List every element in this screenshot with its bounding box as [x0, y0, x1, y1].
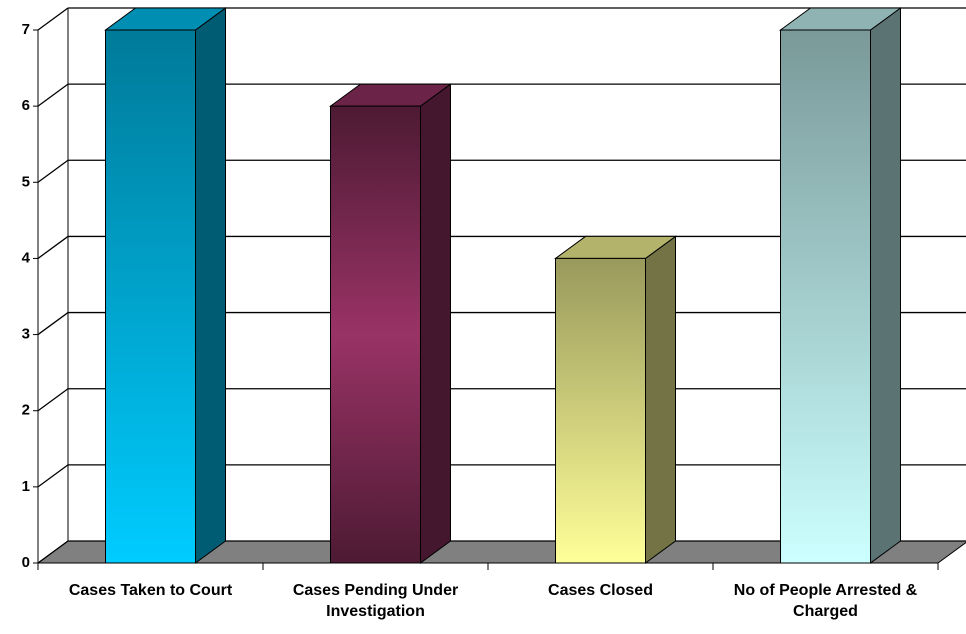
y-tick-label: 3	[22, 326, 30, 343]
bar	[778, 7, 903, 564]
y-tick-label: 4	[22, 249, 31, 266]
x-tick-label: Cases Taken to Court	[68, 582, 233, 599]
grid-line	[37, 464, 69, 488]
y-tick-label: 5	[22, 173, 30, 190]
bar	[328, 83, 453, 564]
bar-side	[645, 235, 676, 564]
bar-front	[330, 105, 421, 564]
y-tick-label: 6	[22, 97, 30, 114]
bar-front	[555, 257, 646, 564]
y-tick-label: 7	[22, 21, 30, 38]
grid-line	[37, 235, 69, 259]
grid-line	[37, 312, 69, 336]
bar-front	[780, 29, 871, 564]
x-tick-label: No of People Arrested & Charged	[733, 582, 918, 620]
bar-side	[420, 83, 451, 564]
bar-side	[195, 7, 226, 564]
bar-front	[105, 29, 196, 564]
grid-line	[37, 159, 69, 183]
x-tick-label: Cases Pending Under Investigation	[292, 582, 459, 620]
bar-side	[870, 7, 901, 564]
y-tick-label: 2	[22, 402, 30, 419]
grid-line	[37, 83, 69, 107]
bar	[553, 235, 678, 564]
grid-line	[37, 540, 69, 564]
x-tick-label: Cases Closed	[548, 582, 653, 599]
bar	[103, 7, 228, 564]
y-tick-label: 1	[22, 478, 30, 495]
y-tick-label: 0	[22, 554, 30, 571]
grid-line	[37, 7, 69, 31]
grid-line	[37, 388, 69, 412]
